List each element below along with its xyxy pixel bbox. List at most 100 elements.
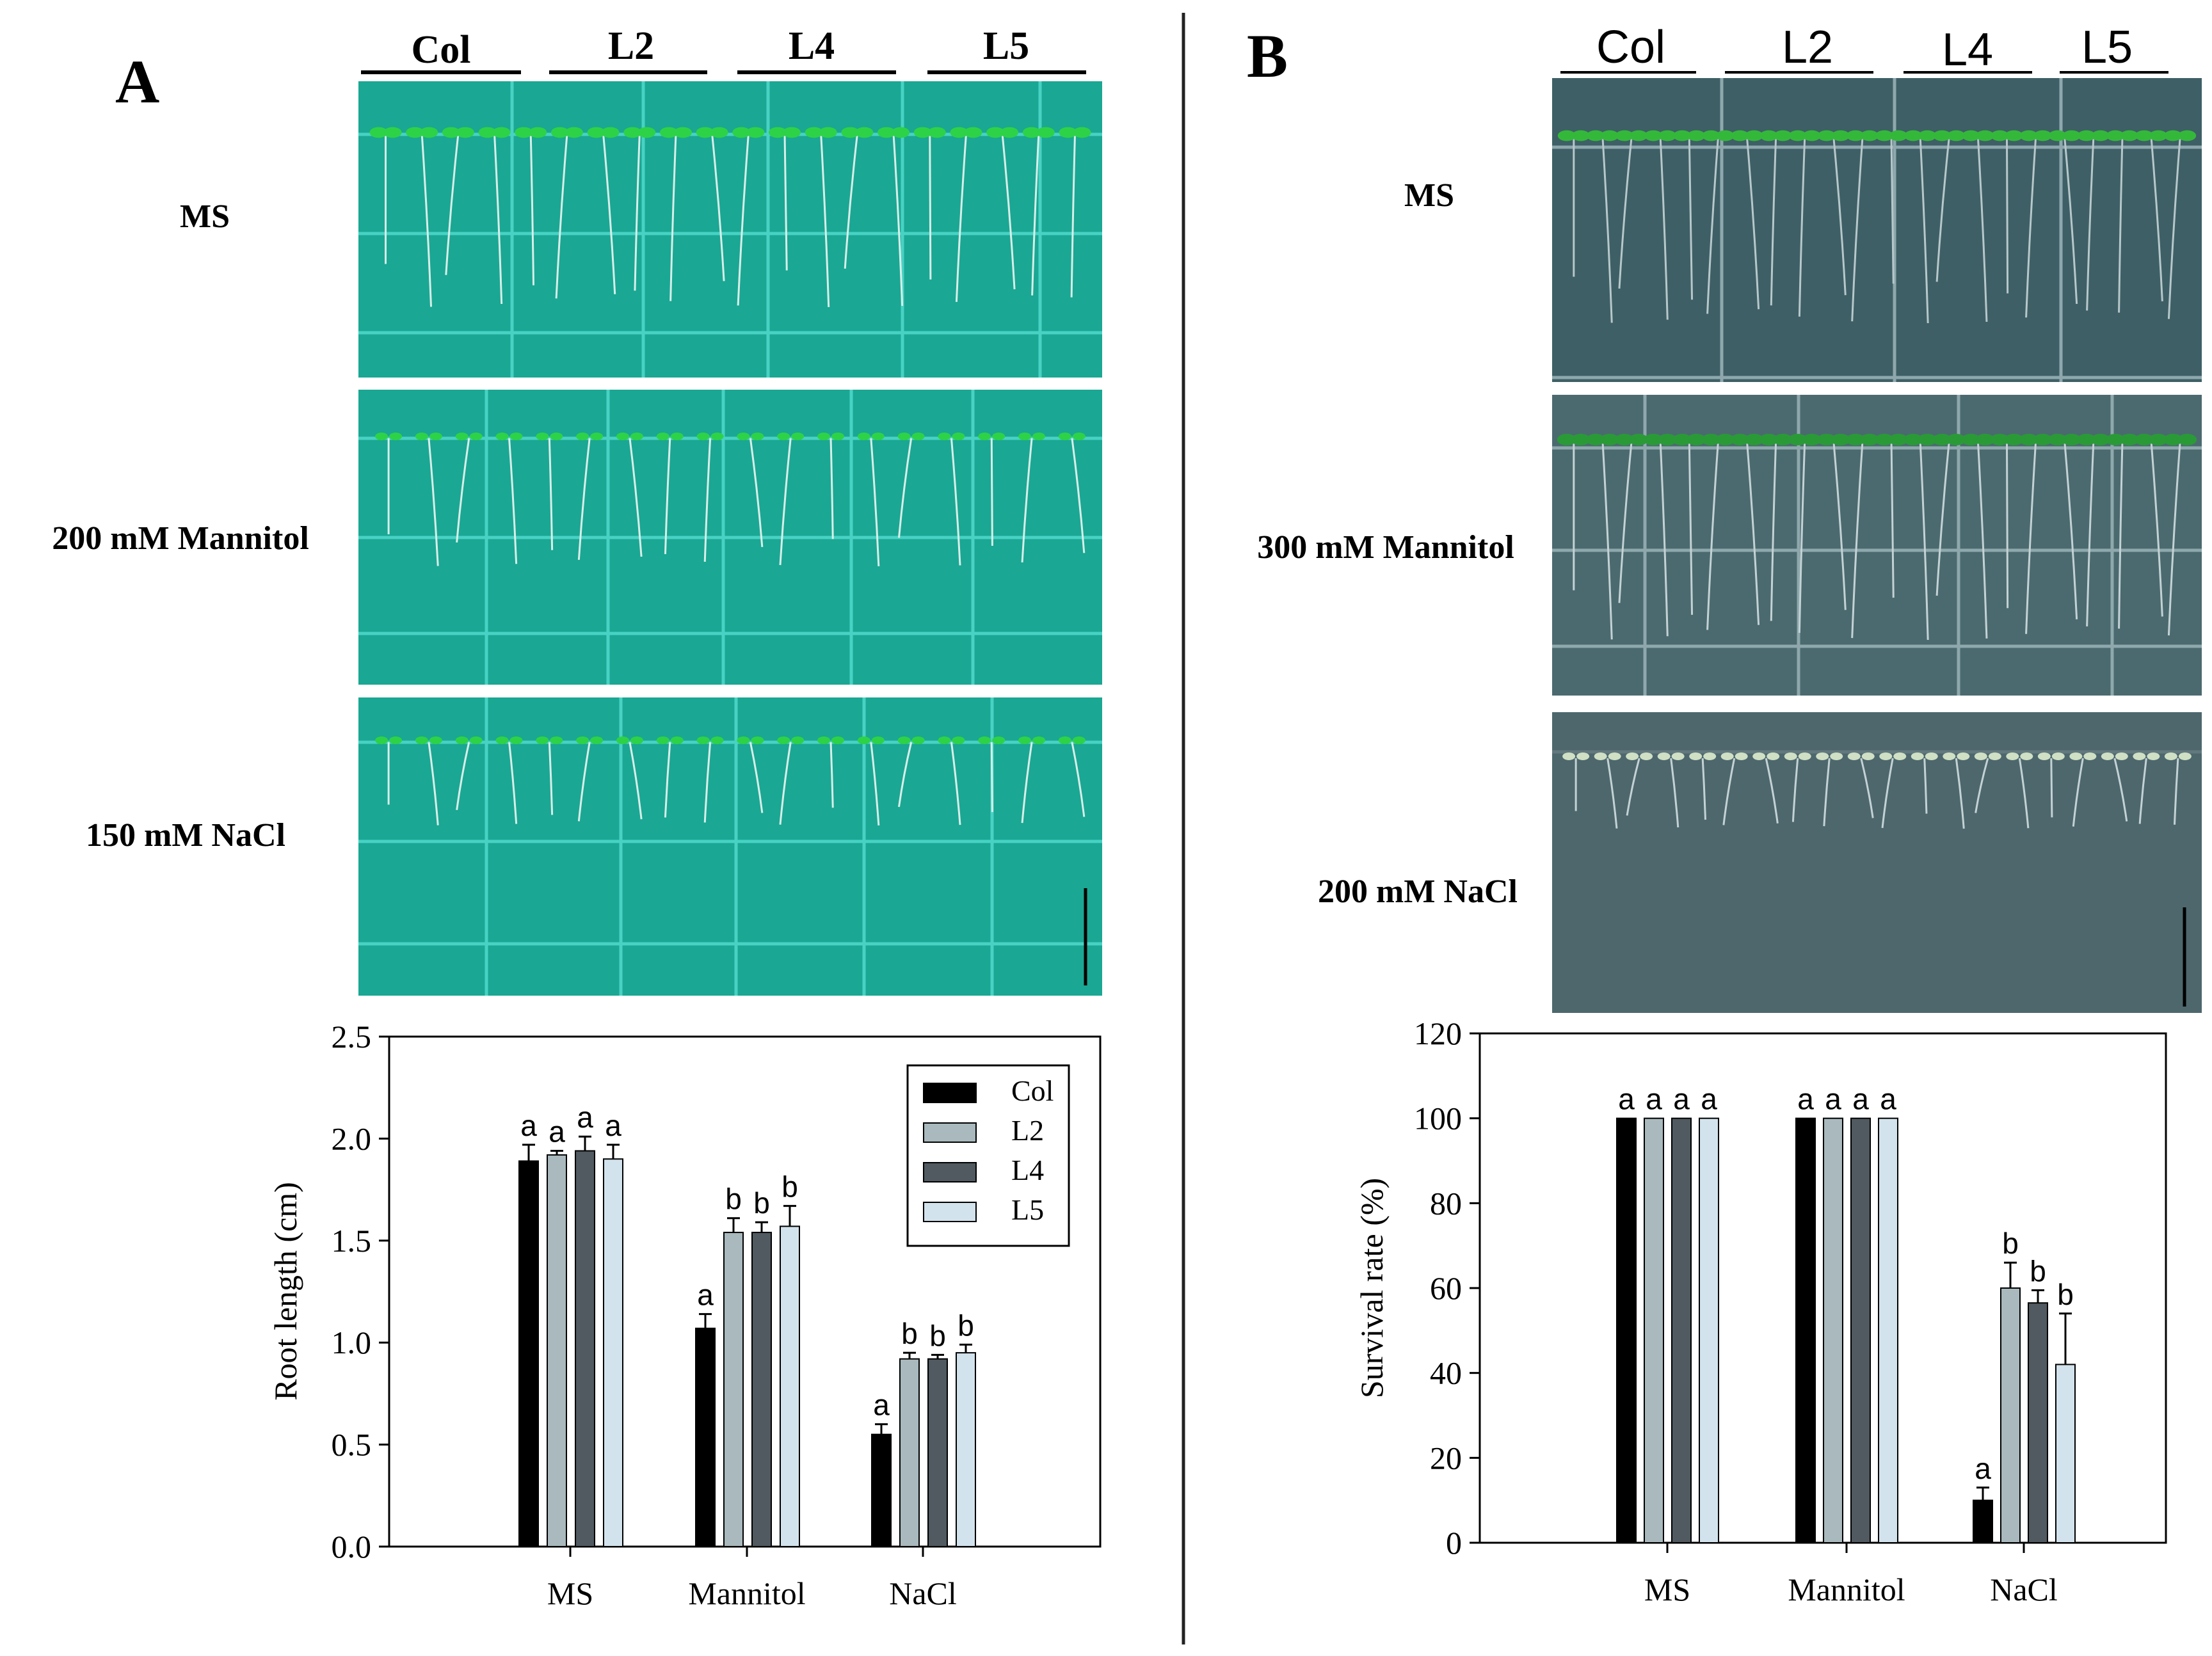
seedling-leaf: [1018, 433, 1032, 440]
seedling-root: [548, 742, 554, 815]
seedling-leaf: [1860, 130, 1879, 141]
seedling-root: [2138, 758, 2147, 824]
seedling-root: [897, 742, 913, 808]
seedling-leaf: [1072, 433, 1086, 440]
bar: [1878, 1117, 1898, 1543]
seedling-leaf: [2020, 752, 2033, 760]
significance-letter: b: [781, 1170, 798, 1204]
seedling-leaf: [1615, 130, 1634, 141]
seedling-root: [1919, 441, 1929, 641]
seedling-root: [1601, 441, 1613, 640]
y-tick-label: 0: [1446, 1525, 1462, 1561]
seedling-root: [1722, 758, 1736, 825]
seedling-leaf: [1644, 434, 1663, 445]
bar: [927, 1358, 948, 1548]
seedling-leaf: [590, 433, 604, 440]
seedling-leaf: [1701, 434, 1721, 445]
bar: [751, 1232, 772, 1547]
seedling-root: [2118, 441, 2124, 629]
significance-letter: a: [605, 1109, 621, 1142]
seedling-root: [1881, 758, 1894, 829]
seedling-leaf: [855, 127, 874, 138]
seedling-leaf: [1032, 433, 1046, 440]
seedling-leaf: [791, 433, 805, 440]
seedling-leaf: [375, 433, 389, 440]
seedling-leaf: [2106, 130, 2124, 141]
genotype-label-l5: L5: [983, 24, 1029, 68]
y-tick-label: 20: [1430, 1440, 1462, 1476]
seedling-leaf: [1032, 736, 1046, 744]
seedling-leaf: [2019, 130, 2038, 141]
seedling-leaf: [623, 127, 642, 138]
seedling-root: [1976, 137, 1988, 322]
seedling-leaf: [1058, 433, 1071, 440]
seedling-leaf: [1904, 130, 1923, 141]
seedling-root: [830, 438, 834, 539]
seedling-leaf: [1673, 130, 1692, 141]
seedling-root: [456, 438, 470, 543]
y-tick-label: 40: [1430, 1355, 1462, 1391]
seedling-leaf: [2178, 130, 2197, 141]
seedling-root: [1823, 758, 1831, 827]
bar: [1616, 1117, 1637, 1543]
seedling-leaf: [590, 736, 604, 744]
seedling-leaf: [817, 736, 831, 744]
seedling-root: [1765, 758, 1779, 824]
genotype-label-col: Col: [1596, 22, 1665, 73]
seedling-leaf: [1687, 434, 1706, 445]
plate-photo: [358, 697, 1102, 996]
seedling-leaf: [2178, 752, 2192, 760]
seedling-root: [529, 134, 535, 285]
seedling-leaf: [2048, 434, 2067, 445]
y-tick-label: 0.5: [332, 1427, 372, 1463]
seedling-root: [1851, 441, 1864, 639]
seedling-leaf: [630, 736, 643, 744]
y-tick-label: 2.0: [332, 1120, 372, 1156]
seedling-root: [1746, 137, 1760, 310]
seedling-leaf: [1875, 130, 1894, 141]
seedling-root: [1021, 742, 1033, 824]
plate-photo: [358, 390, 1102, 685]
seedling-leaf: [732, 127, 751, 138]
seedling-leaf: [1752, 752, 1766, 760]
plate-background: [358, 697, 1102, 996]
seedling-leaf: [2076, 434, 2096, 445]
bar: [518, 1160, 539, 1547]
seedling-leaf: [1658, 130, 1677, 141]
bar: [956, 1352, 976, 1547]
seedling-leaf: [2006, 752, 2019, 760]
seedling-root: [2167, 441, 2181, 636]
bar: [899, 1358, 920, 1548]
seedling-leaf: [1859, 434, 1879, 445]
bar: [1823, 1117, 1843, 1543]
seedling-leaf: [1875, 434, 1895, 445]
seedling-leaf: [938, 736, 951, 744]
seedling-root: [783, 134, 788, 271]
seedling-leaf: [1788, 130, 1807, 141]
seedling-leaf: [2062, 434, 2081, 445]
seedling-leaf: [415, 736, 428, 744]
significance-letter: a: [873, 1389, 890, 1422]
seedling-root: [1798, 441, 1806, 633]
seedling-leaf: [2091, 130, 2110, 141]
seedling-leaf: [1744, 434, 1764, 445]
y-tick-label: 100: [1414, 1101, 1462, 1136]
panel-b-letter: B: [1247, 22, 1288, 90]
seedling-leaf: [751, 433, 764, 440]
seedling-leaf: [1802, 130, 1821, 141]
y-tick-label: 1.0: [332, 1325, 372, 1360]
seedling-root: [2018, 758, 2030, 829]
seedling-root: [1770, 441, 1777, 621]
seedling-leaf: [1594, 752, 1607, 760]
seedling-leaf: [1630, 130, 1648, 141]
seedling-root: [577, 742, 591, 822]
genotype-label-l5: L5: [2081, 22, 2133, 73]
seedling-leaf: [777, 736, 790, 744]
seedling-root: [629, 742, 643, 820]
panel-a-genotype-header: Col L2 L4 L5: [361, 24, 1086, 74]
seedling-root: [870, 742, 880, 826]
seedling-leaf: [737, 736, 750, 744]
significance-letter: b: [2002, 1227, 2019, 1260]
seedling-leaf: [1903, 434, 1923, 445]
seedling-root: [1851, 137, 1864, 322]
